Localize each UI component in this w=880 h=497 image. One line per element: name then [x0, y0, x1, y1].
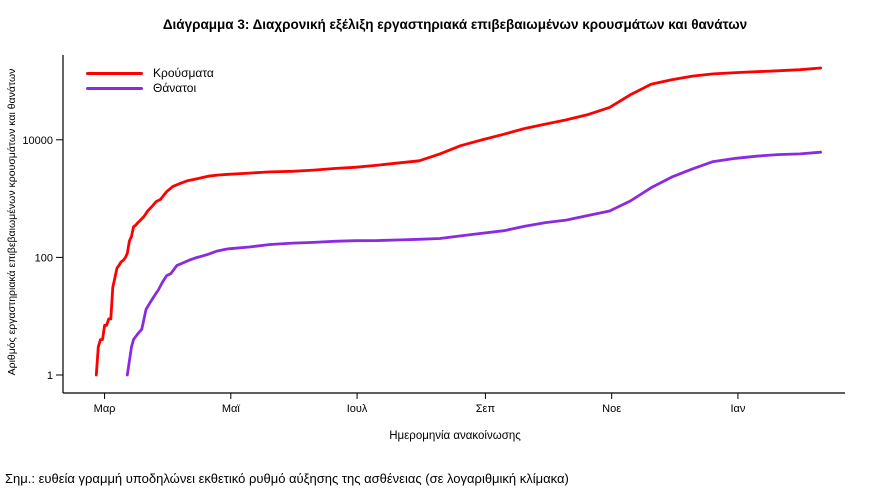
x-tick-label: Μαρ	[94, 403, 116, 415]
legend-label-deaths: Θάνατοι	[153, 81, 197, 95]
y-tick-label: 10000	[22, 135, 53, 147]
deaths-line	[125, 150, 823, 377]
x-axis-label: Ημερομηνία ανακοίνωσης	[389, 430, 521, 442]
x-tick-label: Ιαν	[730, 403, 745, 415]
x-tick-label: Ιουλ	[347, 403, 368, 415]
legend-item-deaths: Θάνατοι	[86, 81, 214, 96]
legend-swatch	[86, 72, 143, 75]
legend-swatch	[86, 87, 143, 90]
x-tick-label: Μαϊ	[222, 403, 241, 415]
chart-title: Διάγραμμα 3: Διαχρονική εξέλιξη εργαστηρ…	[162, 17, 748, 32]
footnote: Σημ.: ευθεία γραμμή υποδηλώνει εκθετικό …	[5, 471, 569, 486]
cases-line	[94, 66, 823, 377]
legend-item-cases: Κρούσματα	[86, 66, 214, 81]
x-tick-label: Νοε	[602, 403, 621, 415]
x-tick-label: Σεπ	[476, 403, 496, 415]
legend: Κρούσματα Θάνατοι	[86, 66, 214, 96]
y-tick-label: 1	[47, 370, 53, 382]
legend-label-cases: Κρούσματα	[153, 66, 214, 80]
y-tick-label: 100	[35, 252, 53, 264]
